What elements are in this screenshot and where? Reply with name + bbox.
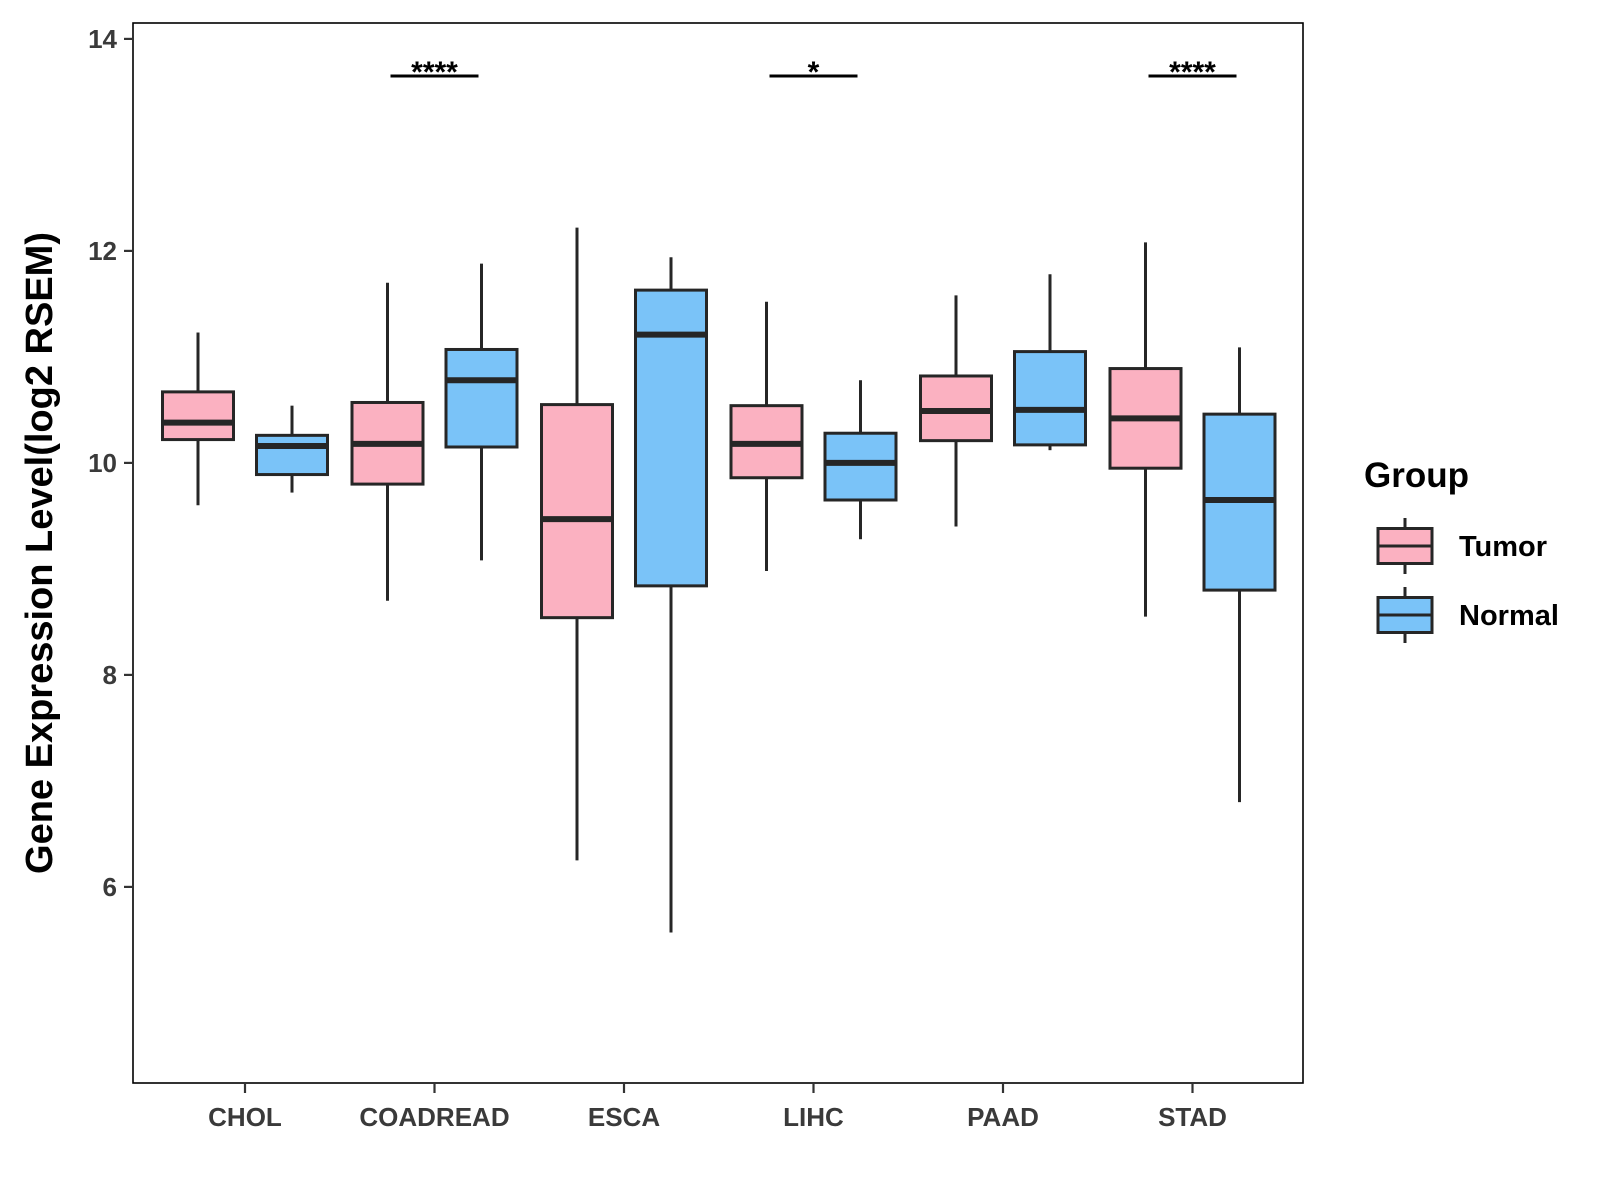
box-iqr [444, 347, 519, 449]
x-tick-label: STAD [1158, 1102, 1227, 1132]
x-tick-label: PAAD [967, 1102, 1039, 1132]
legend: Group Tumor Normal [1364, 456, 1559, 643]
legend-item-tumor: Tumor [1376, 518, 1547, 574]
y-axis-title: Gene Expression Level(log2 RSEM) [19, 232, 61, 874]
box-iqr [161, 390, 235, 442]
y-tick-label: 14 [88, 24, 117, 54]
box-tumor-lihc [729, 301, 804, 572]
x-tick-label: LIHC [783, 1102, 844, 1132]
box-iqr [1013, 350, 1087, 447]
box-normal-lihc [823, 380, 898, 540]
box-tumor-coadread [350, 282, 425, 601]
box-normal-coadread [444, 263, 519, 561]
legend-label-normal: Normal [1459, 600, 1559, 632]
box-normal-paad [1013, 274, 1087, 451]
legend-title: Group [1364, 456, 1469, 495]
significance-label: **** [1169, 56, 1216, 89]
box-tumor-stad [1108, 242, 1183, 617]
y-tick-label: 6 [103, 872, 117, 902]
x-tick-label: COADREAD [359, 1102, 509, 1132]
box-iqr [823, 431, 898, 502]
legend-label-tumor: Tumor [1459, 531, 1547, 563]
box-normal-chol [255, 405, 329, 493]
box-tumor-chol [161, 332, 235, 506]
box-tumor-paad [919, 295, 993, 527]
legend-item-normal: Normal [1376, 587, 1559, 643]
plot-panel-border [132, 22, 1304, 1084]
box-iqr [634, 288, 708, 588]
box-normal-stad [1202, 347, 1277, 803]
box-tumor-esca [540, 227, 614, 861]
significance-label: * [808, 56, 820, 89]
y-tick-label: 10 [88, 448, 117, 478]
box-iqr [255, 433, 329, 477]
y-axis-title-group: Gene Expression Level(log2 RSEM) [19, 232, 61, 874]
box-normal-esca [634, 257, 708, 933]
significance-label: **** [411, 56, 458, 89]
x-tick-label: ESCA [588, 1102, 660, 1132]
y-tick-label: 8 [103, 660, 117, 690]
y-tick-label: 12 [88, 236, 117, 266]
box-iqr [540, 403, 614, 620]
x-tick-label: CHOL [208, 1102, 282, 1132]
